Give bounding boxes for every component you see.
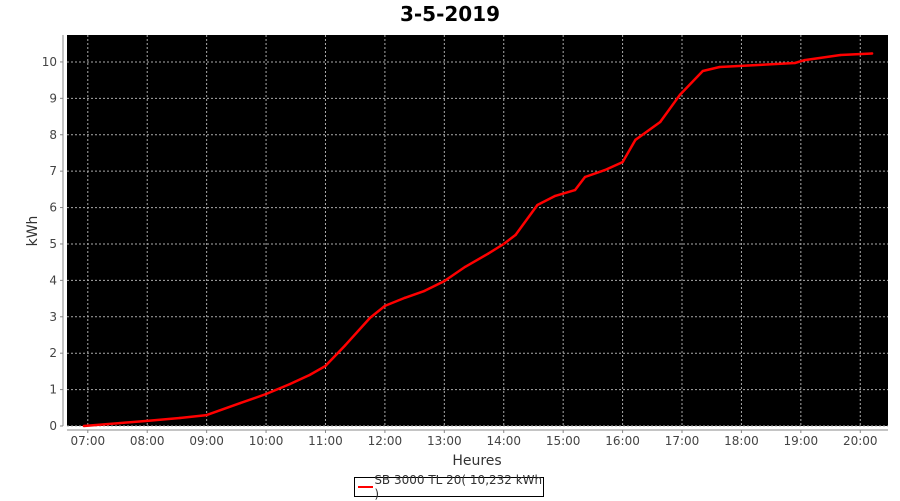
data-point <box>146 419 149 423</box>
data-point <box>554 194 557 198</box>
x-tick-label: 14:00 <box>486 434 521 448</box>
x-tick-label: 08:00 <box>130 434 165 448</box>
data-point <box>603 168 606 172</box>
y-axis-label: kWh <box>25 216 41 247</box>
x-tick-label: 18:00 <box>724 434 759 448</box>
x-tick-label: 07:00 <box>71 434 106 448</box>
y-tick-label: 10 <box>42 55 57 69</box>
data-point <box>308 373 311 377</box>
data-point <box>839 53 842 57</box>
x-tick-label: 16:00 <box>605 434 640 448</box>
data-point <box>502 242 505 246</box>
legend-label: SB 3000 TL 20( 10,232 kWh ) <box>374 473 543 501</box>
x-tick-label: 17:00 <box>665 434 700 448</box>
data-point <box>383 304 387 308</box>
y-tick-label: 2 <box>49 346 57 360</box>
data-point <box>718 65 721 69</box>
x-tick-label: 13:00 <box>427 434 462 448</box>
data-point <box>701 69 705 73</box>
plot-area <box>67 35 888 426</box>
data-point <box>793 61 797 65</box>
data-point <box>178 416 182 420</box>
data-point <box>514 233 517 237</box>
y-tick-label: 3 <box>49 310 57 324</box>
y-tick-label: 5 <box>49 237 57 251</box>
data-point <box>659 120 662 124</box>
data-point <box>368 316 372 320</box>
data-point <box>486 252 490 255</box>
y-tick-label: 4 <box>49 273 57 287</box>
y-tick-label: 8 <box>49 128 57 142</box>
chart-title: 3-5-2019 <box>399 2 501 26</box>
data-point <box>118 421 121 425</box>
data-point <box>759 63 762 67</box>
data-point <box>678 93 682 96</box>
x-tick-label: 11:00 <box>308 434 343 448</box>
grid <box>67 35 888 427</box>
data-point <box>443 279 446 283</box>
x-tick-label: 15:00 <box>546 434 581 448</box>
x-tick-label: 19:00 <box>784 434 819 448</box>
data-point <box>264 392 268 396</box>
data-point <box>288 382 292 386</box>
y-tick-label: 7 <box>49 164 57 178</box>
data-point <box>324 364 327 368</box>
data-point <box>205 413 208 417</box>
data-point <box>803 58 807 62</box>
legend: SB 3000 TL 20( 10,232 kWh ) <box>354 473 544 501</box>
data-point <box>239 401 242 405</box>
x-tick-label: 10:00 <box>249 434 284 448</box>
data-point <box>870 52 874 55</box>
x-tick-label: 09:00 <box>189 434 224 448</box>
data-point <box>82 424 86 428</box>
series-line <box>83 52 873 428</box>
data-point <box>634 138 637 142</box>
legend-swatch <box>358 486 374 488</box>
data-point <box>621 160 624 164</box>
axes: 07:00 08:00 09:00 10:00 11:00 12:00 13:00 14:00… <box>42 35 888 448</box>
data-point <box>536 203 539 207</box>
y-tick-label: 6 <box>49 201 57 215</box>
x-tick-label: 20:00 <box>843 434 878 448</box>
data-point <box>463 265 467 269</box>
y-tick-label: 0 <box>49 419 57 433</box>
data-point <box>423 289 426 293</box>
data-point <box>583 175 587 179</box>
data-point <box>344 343 347 347</box>
x-axis-label: Heures <box>452 453 501 469</box>
y-tick-label: 1 <box>49 383 57 397</box>
series-layer <box>82 52 874 428</box>
data-point <box>573 188 577 192</box>
data-point <box>403 296 406 300</box>
x-tick-label: 12:00 <box>368 434 403 448</box>
y-tick-label: 9 <box>49 91 57 105</box>
